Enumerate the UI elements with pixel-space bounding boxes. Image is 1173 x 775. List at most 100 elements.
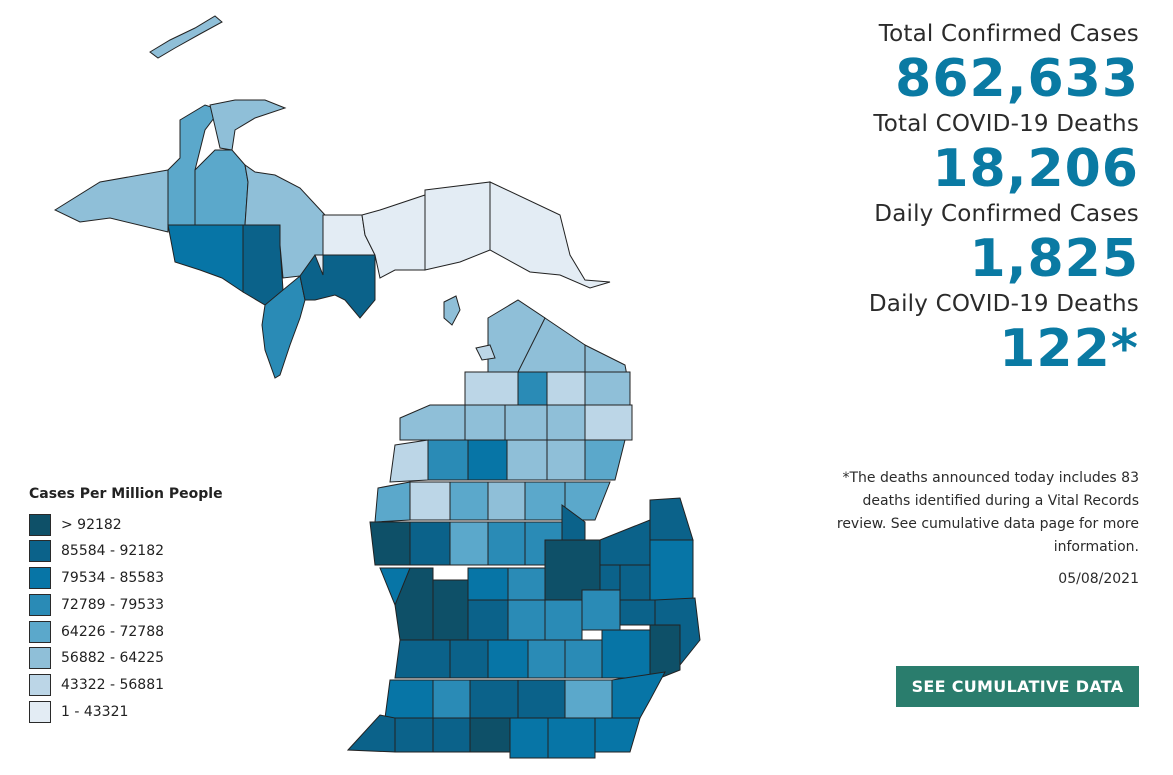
county-shape[interactable] — [601, 629, 651, 679]
county-shape[interactable] — [449, 639, 489, 679]
county-shape[interactable] — [507, 567, 546, 601]
county-shape[interactable] — [546, 439, 586, 481]
county-shape[interactable] — [584, 371, 631, 406]
legend-list: > 92182 85584 - 92182 79534 - 85583 72789 -… — [29, 512, 259, 725]
michigan-county-map[interactable] — [0, 0, 800, 775]
county-shape[interactable] — [389, 439, 429, 483]
county-shape[interactable] — [449, 521, 489, 566]
legend-item: 56882 - 64225 — [29, 646, 259, 671]
county-shape[interactable] — [167, 224, 244, 293]
county-shape[interactable] — [546, 371, 586, 406]
county-shape[interactable] — [594, 717, 641, 753]
county-shape[interactable] — [464, 371, 519, 406]
see-cumulative-data-button[interactable]: SEE CUMULATIVE DATA — [896, 666, 1139, 707]
county-shape[interactable] — [467, 567, 509, 601]
county-shape[interactable] — [547, 717, 596, 759]
legend-range-label: 64226 - 72788 — [61, 623, 165, 640]
county-shape[interactable] — [509, 717, 549, 759]
county-shape[interactable] — [432, 679, 471, 719]
stats-panel: Total Confirmed Cases 862,633 Total COVI… — [809, 20, 1139, 380]
county-shape[interactable] — [427, 439, 469, 481]
county-shape[interactable] — [53, 169, 169, 233]
county-shape[interactable] — [194, 149, 249, 226]
county-shape[interactable] — [467, 599, 509, 641]
county-shape[interactable] — [584, 439, 626, 481]
legend-swatch — [29, 620, 51, 643]
county-shape[interactable] — [443, 295, 461, 326]
map-legend: Cases Per Million People > 92182 85584 - … — [29, 486, 259, 726]
legend-item: 1 - 43321 — [29, 700, 259, 725]
county-shape[interactable] — [619, 564, 651, 601]
county-shape[interactable] — [649, 497, 694, 541]
county-shape[interactable] — [649, 624, 681, 679]
county-shape[interactable] — [611, 671, 666, 719]
legend-swatch — [29, 593, 51, 616]
county-shape[interactable] — [506, 439, 548, 481]
county-shape[interactable] — [346, 714, 396, 753]
county-shape[interactable] — [432, 717, 471, 753]
total-cases-value: 862,633 — [895, 49, 1139, 109]
legend-item: 64226 - 72788 — [29, 619, 259, 644]
county-shape[interactable] — [544, 599, 583, 641]
county-shape[interactable] — [599, 519, 651, 566]
county-shape[interactable] — [475, 344, 496, 361]
county-shape[interactable] — [361, 194, 426, 279]
legend-range-label: 56882 - 64225 — [61, 650, 165, 667]
county-shape[interactable] — [524, 481, 566, 521]
legend-swatch — [29, 701, 51, 724]
county-shape[interactable] — [467, 439, 508, 481]
county-shape[interactable] — [649, 539, 694, 601]
legend-range-label: 72789 - 79533 — [61, 596, 165, 613]
county-shape[interactable] — [394, 717, 434, 753]
legend-item: 43322 - 56881 — [29, 673, 259, 698]
county-shape[interactable] — [149, 15, 223, 59]
county-shape[interactable] — [564, 639, 603, 679]
county-shape[interactable] — [487, 639, 529, 679]
daily-cases-value: 1,825 — [969, 229, 1139, 289]
county-shape[interactable] — [449, 481, 489, 521]
county-shape[interactable] — [409, 481, 451, 521]
county-shape[interactable] — [507, 599, 546, 641]
county-shape[interactable] — [504, 404, 548, 441]
county-shape[interactable] — [469, 679, 519, 719]
deaths-footnote: *The deaths announced today includes 83 … — [836, 470, 1139, 555]
legend-swatch — [29, 513, 51, 536]
county-shape[interactable] — [517, 371, 548, 406]
county-shape[interactable] — [464, 404, 506, 441]
county-shape[interactable] — [299, 254, 376, 319]
legend-range-label: 1 - 43321 — [61, 704, 129, 721]
legend-item: 79534 - 85583 — [29, 566, 259, 591]
county-shape[interactable] — [527, 639, 566, 679]
legend-swatch — [29, 540, 51, 563]
county-shape[interactable] — [424, 181, 491, 271]
county-shape[interactable] — [394, 639, 451, 679]
county-shape[interactable] — [399, 404, 466, 441]
county-shape[interactable] — [261, 275, 306, 379]
county-shape[interactable] — [581, 589, 621, 631]
daily-deaths-value: 122* — [999, 319, 1139, 379]
legend-range-label: 79534 - 85583 — [61, 570, 165, 587]
county-shape[interactable] — [517, 679, 566, 719]
county-shape[interactable] — [374, 481, 411, 523]
county-shape[interactable] — [469, 717, 511, 753]
county-shape[interactable] — [584, 404, 633, 441]
legend-item: 85584 - 92182 — [29, 539, 259, 564]
county-shape[interactable] — [409, 521, 451, 566]
county-shape[interactable] — [487, 481, 526, 521]
county-shape[interactable] — [432, 579, 469, 641]
report-date: 05/08/2021 — [1058, 571, 1139, 587]
legend-item: > 92182 — [29, 512, 259, 537]
total-deaths-value: 18,206 — [932, 139, 1139, 199]
county-shape[interactable] — [564, 679, 613, 719]
legend-range-label: > 92182 — [61, 516, 122, 533]
county-shape[interactable] — [619, 599, 656, 626]
county-shape[interactable] — [369, 521, 411, 566]
county-shape[interactable] — [487, 521, 526, 566]
county-shape[interactable] — [546, 404, 586, 441]
county-shape[interactable] — [489, 181, 611, 289]
total-cases-label: Total Confirmed Cases — [878, 21, 1139, 47]
legend-title: Cases Per Million People — [29, 486, 223, 502]
county-shape[interactable] — [384, 679, 434, 719]
county-shape[interactable] — [209, 99, 287, 151]
